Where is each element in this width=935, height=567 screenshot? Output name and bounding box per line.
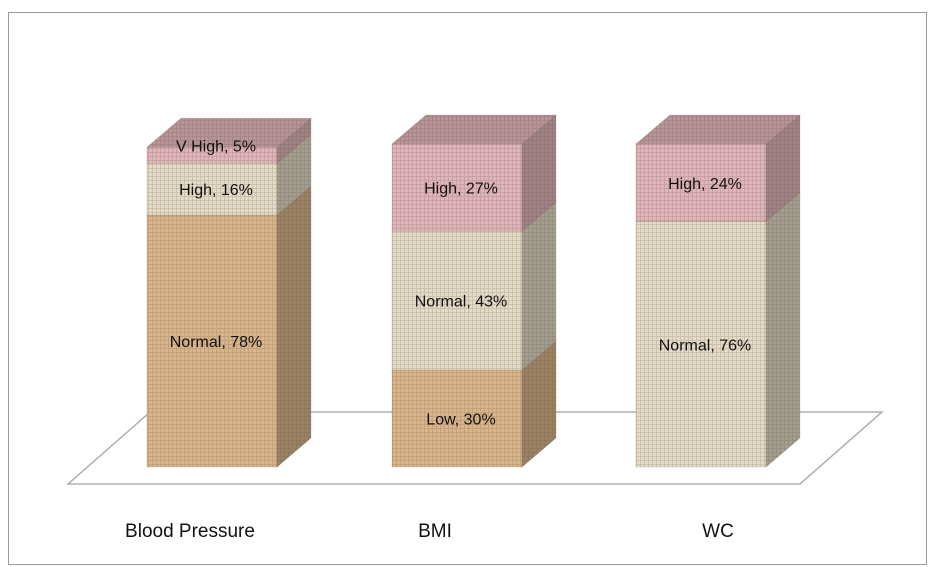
bar-segment-front-texture <box>636 221 766 467</box>
bar-segment-front-texture <box>636 144 766 222</box>
data-label: Normal, 76% <box>659 337 751 354</box>
bar-segment-front-texture <box>392 144 522 232</box>
category-label: Blood Pressure <box>125 521 255 542</box>
bar-segment-side-texture <box>522 341 556 467</box>
category-label: WC <box>702 521 734 542</box>
category-label: BMI <box>418 521 452 542</box>
bar-top-face-texture <box>392 115 556 144</box>
bar-segment-front-texture <box>147 215 277 467</box>
bar-segment-side-texture <box>277 134 311 216</box>
bar-segment-side-texture <box>522 202 556 371</box>
data-label: High, 16% <box>179 182 253 199</box>
bar-segment-front-texture <box>147 163 277 216</box>
bars-group: Normal, 78% High, 16% V High, 5% Low, 30% No… <box>146 114 801 468</box>
bar-segment-front-texture <box>392 370 522 467</box>
data-label: Normal, 78% <box>170 334 262 351</box>
bar-segment-front-texture <box>392 231 522 371</box>
data-label: Normal, 43% <box>415 294 507 311</box>
data-label: V High, 5% <box>176 138 256 155</box>
bar-segment-side-texture <box>277 118 311 164</box>
category-labels: Blood Pressure BMI WC <box>125 521 734 542</box>
bar-top-face-texture <box>636 115 800 144</box>
bar-stack: Normal, 78% High, 16% V High, 5% <box>146 117 312 468</box>
bar-segment-front-texture <box>147 147 277 164</box>
chart-floor <box>66 411 884 485</box>
data-label: Low, 30% <box>426 412 495 429</box>
bar-stack: Normal, 76% High, 24% <box>635 114 801 468</box>
bar-segment-side-texture <box>277 186 311 467</box>
bar-top-face-texture <box>147 118 311 148</box>
bar-segment-side-texture <box>522 115 556 232</box>
data-label: High, 24% <box>668 176 742 193</box>
bar-segment-side-texture <box>766 115 800 222</box>
bar-segment-side-texture <box>766 192 800 467</box>
bar-stack: Low, 30% Normal, 43% High, 27% <box>391 114 557 468</box>
data-label: High, 27% <box>424 181 498 198</box>
